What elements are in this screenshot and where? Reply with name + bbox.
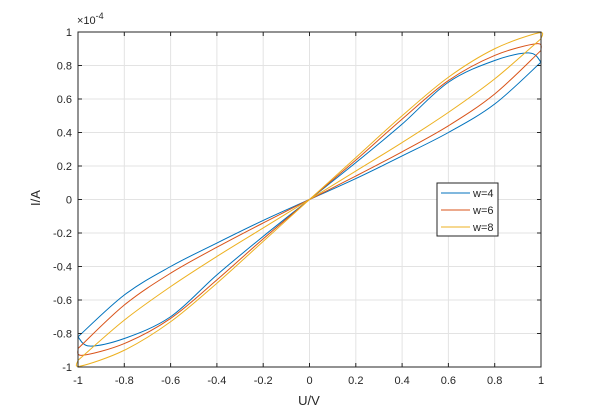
x-tick-label: 0.4	[394, 375, 409, 387]
x-tick-label: 1	[538, 375, 544, 387]
x-tick-label: 0.2	[348, 375, 363, 387]
y-tick-label: -0.2	[53, 228, 72, 240]
series-w8-lower-branch	[75, 32, 544, 367]
legend: w=4 w=6 w=8	[436, 182, 499, 237]
legend-label-w4: w=4	[472, 188, 494, 200]
x-tick-label: -0.8	[115, 375, 134, 387]
y-exponent-label: ×10-4	[77, 11, 104, 27]
y-tick-label: -1	[62, 362, 72, 374]
y-tick-label: -0.6	[53, 295, 72, 307]
legend-label-w6: w=6	[472, 205, 494, 217]
series-layer	[75, 32, 544, 367]
y-tick-label: 0	[66, 195, 72, 207]
y-axis-label: I/A	[28, 190, 43, 206]
x-tick-labels: -1 -0.8 -0.6 -0.4 -0.2 0 0.2 0.4 0.6 0.8 1	[73, 375, 544, 387]
x-tick-label: -0.4	[207, 375, 226, 387]
x-tick-label: -0.2	[254, 375, 273, 387]
y-tick-label: 1	[66, 27, 72, 39]
x-tick-label: 0	[306, 375, 312, 387]
y-tick-label: 0.2	[57, 161, 72, 173]
y-tick-labels: -1 -0.8 -0.6 -0.4 -0.2 0 0.2 0.4 0.6 0.8 1	[53, 27, 72, 374]
y-tick-label: -0.4	[53, 262, 72, 274]
y-tick-label: 0.8	[57, 61, 72, 73]
x-tick-label: 0.6	[441, 375, 456, 387]
x-tick-label: -1	[73, 375, 83, 387]
y-tick-label: -0.8	[53, 329, 72, 341]
x-tick-label: -0.6	[161, 375, 180, 387]
x-axis-label: U/V	[298, 393, 320, 408]
ticks	[77, 31, 542, 368]
x-tick-label: 0.8	[487, 375, 502, 387]
legend-label-w8: w=8	[472, 222, 494, 234]
y-tick-label: 0.4	[57, 128, 72, 140]
y-tick-label: 0.6	[57, 94, 72, 106]
